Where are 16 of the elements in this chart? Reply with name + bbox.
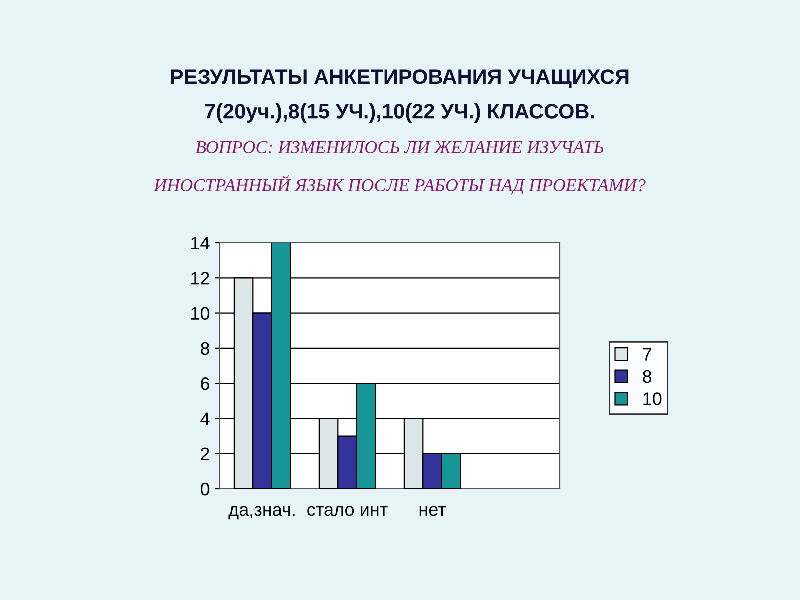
y-tick-label: 0: [200, 482, 210, 496]
y-tick-label: 10: [192, 307, 210, 320]
x-tick-label: да,знач.: [228, 506, 295, 520]
legend-label: 10: [644, 392, 662, 406]
y-tick-label: 6: [201, 378, 210, 390]
x-tick-label: стало инт: [308, 506, 388, 516]
y-tick-label: 4: [200, 412, 210, 426]
legend-label: 8: [643, 370, 652, 384]
y-tick-label: 2: [201, 448, 210, 460]
legend-label: 7: [643, 348, 652, 361]
chart-title: РЕЗУЛЬТАТЫ АНКЕТИРОВАНИЯ УЧАЩИХСЯ 7(20уч.),8(15 УЧ.),10(22 УЧ.) КЛАССОВ.: [171, 70, 629, 123]
y-tick-label: 14: [192, 237, 210, 250]
y-tick-label: 12: [192, 272, 210, 285]
y-tick-label: 8: [201, 342, 210, 356]
x-tick-label: нет: [420, 506, 446, 516]
text: ВОПРОС: ИЗМЕНИЛОСЬ ЛИ ЖЕЛАНИЕ ИЗУЧАТЬ ИНОСТРАННЫЙ ЯЗЫК ПОСЛЕ РАБОТЫ НАД ПРОЕКТАМИ?: [154, 141, 646, 196]
